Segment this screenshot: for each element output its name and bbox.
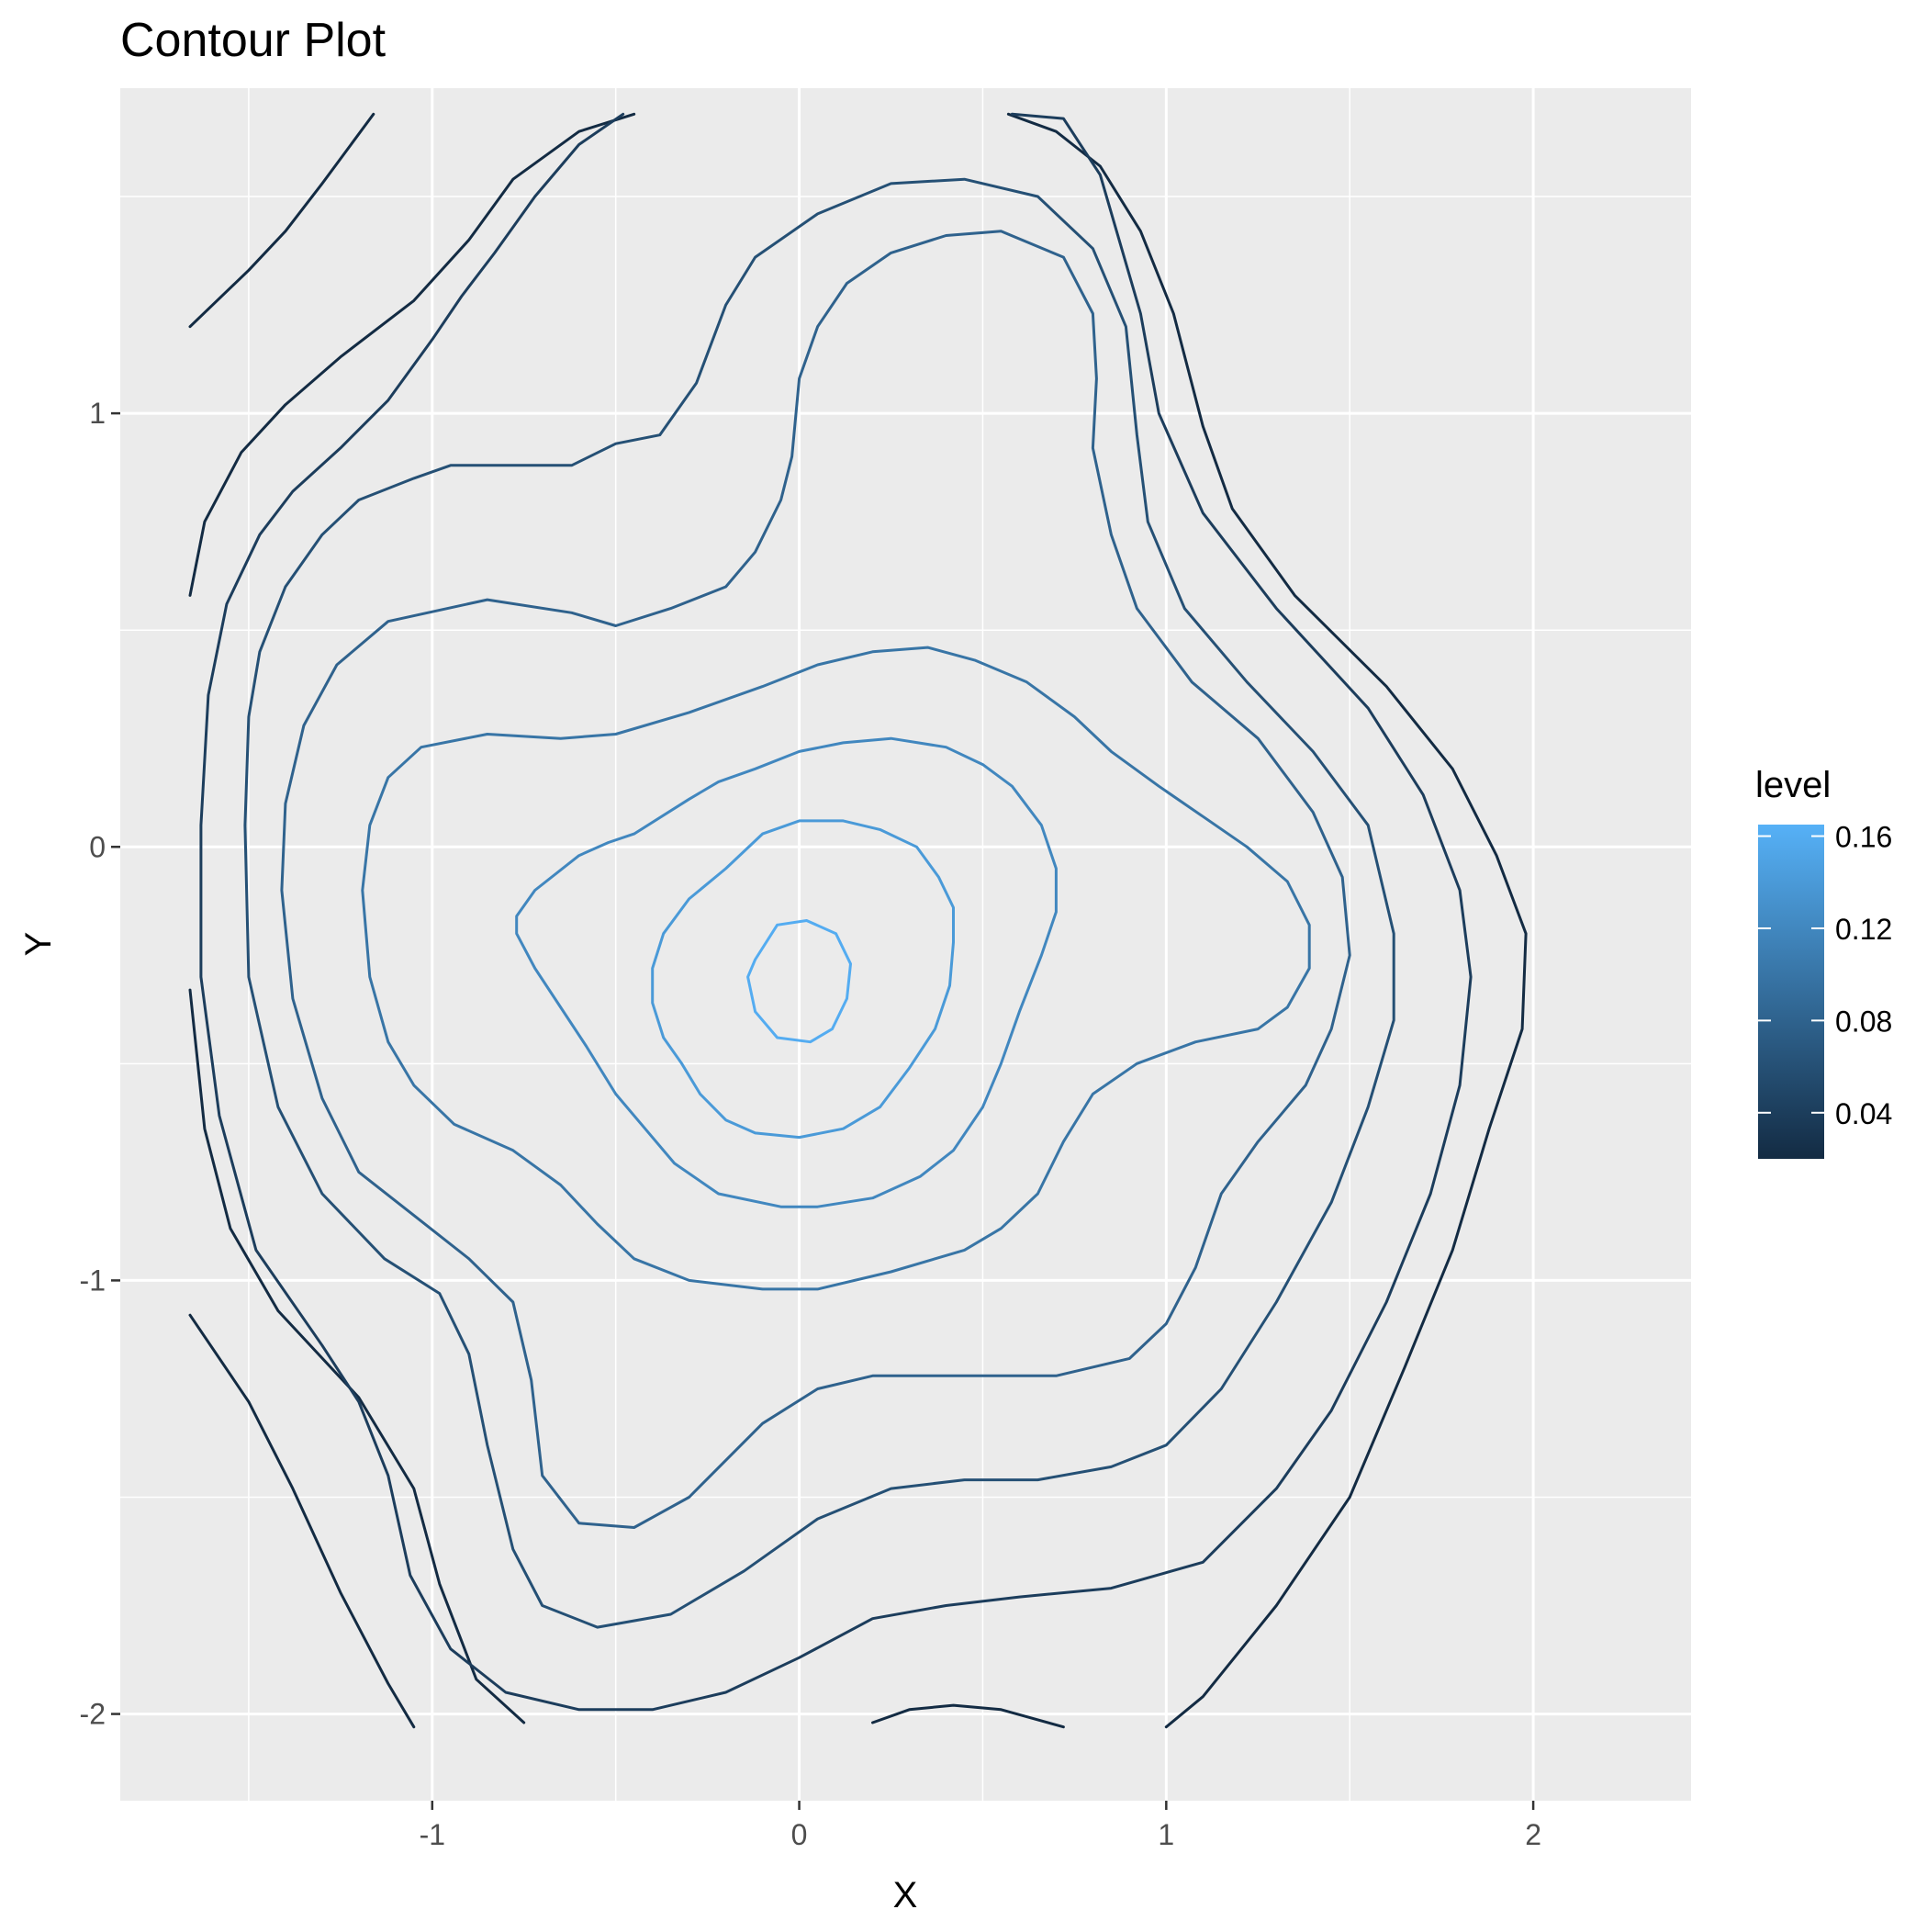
- contour-line-level-0_06: [243, 177, 1395, 1629]
- x-axis-label: X: [893, 1875, 918, 1915]
- contour-line-level-0_04: [199, 112, 1473, 1712]
- x-tick-label: 0: [791, 1818, 808, 1851]
- legend-tick-label: 0.16: [1835, 821, 1892, 854]
- contour-line-level-0_16: [746, 919, 852, 1044]
- y-tick-label: 0: [89, 830, 106, 863]
- contour-line-level-0_08: [280, 230, 1351, 1529]
- chart-title: Contour Plot: [120, 14, 387, 67]
- contour-line-level-0_02: [188, 1313, 416, 1729]
- y-tick-label: 1: [89, 397, 106, 430]
- y-axis-label: Y: [18, 932, 59, 957]
- y-axis: -2 -1 0 1: [80, 397, 120, 1731]
- legend-title: level: [1755, 765, 1831, 805]
- x-tick-label: -1: [420, 1818, 445, 1851]
- legend: level 0.04 0.08 0.12 0.16: [1755, 765, 1892, 1159]
- contour-line-level-0_14: [651, 819, 955, 1140]
- minor-gridlines: [120, 88, 1691, 1801]
- contour-line-level-0_1: [361, 646, 1311, 1291]
- plot-panel: [120, 88, 1691, 1801]
- contour-lines: [188, 112, 1528, 1729]
- x-axis: -1 0 1 2: [420, 1801, 1541, 1851]
- contour-line-level-0_02: [188, 112, 375, 329]
- legend-ticks: 0.04 0.08 0.12 0.16: [1758, 821, 1892, 1130]
- major-gridlines: [120, 88, 1691, 1801]
- x-tick-label: 2: [1525, 1818, 1541, 1851]
- contour-line-level-0_12: [515, 736, 1058, 1208]
- y-tick-label: -2: [80, 1698, 106, 1731]
- legend-tick-label: 0.04: [1835, 1097, 1892, 1130]
- legend-tick-label: 0.08: [1835, 1005, 1892, 1038]
- contour-line-level-0_02: [188, 988, 526, 1724]
- contour-line-level-0_02: [188, 112, 636, 597]
- contour-line-level-0_02: [1006, 112, 1528, 1729]
- contour-line-level-0_02: [871, 1703, 1065, 1729]
- legend-tick-label: 0.12: [1835, 913, 1892, 946]
- legend-colorbar: [1758, 825, 1824, 1159]
- x-tick-label: 1: [1158, 1818, 1174, 1851]
- y-tick-label: -1: [80, 1264, 106, 1297]
